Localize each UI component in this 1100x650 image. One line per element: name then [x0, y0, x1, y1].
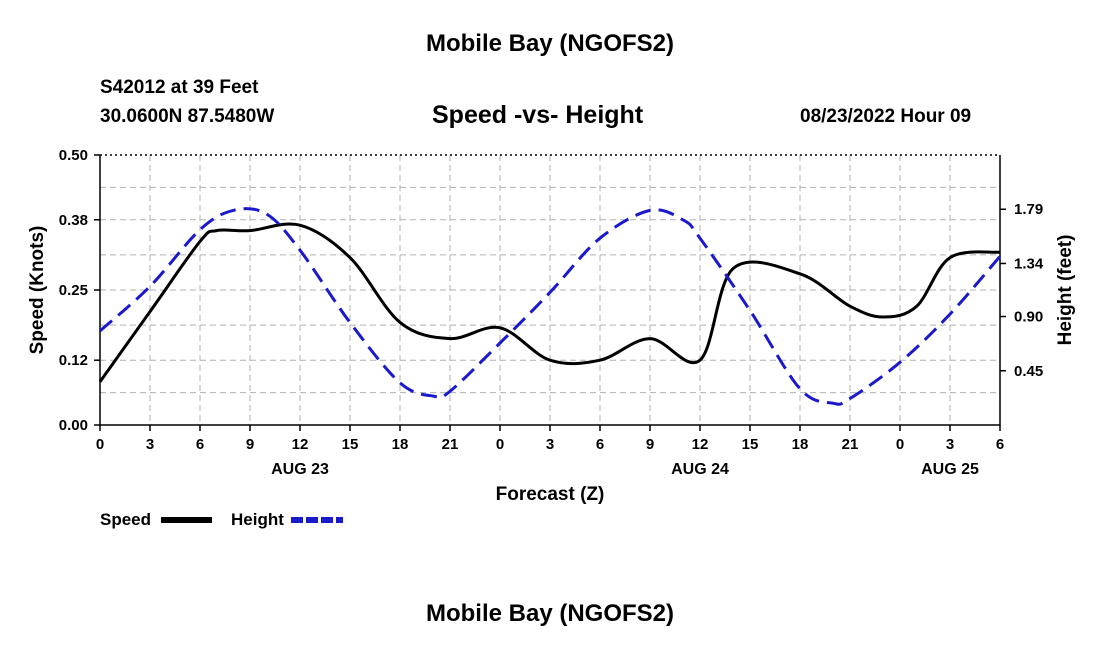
y-left-axis-title: Speed (Knots)	[27, 226, 48, 355]
height-series-line	[98, 207, 1002, 406]
x-tick-label: 6	[196, 436, 204, 453]
x-tick-label: 12	[692, 436, 709, 453]
y-left-tick-label: 0.50	[59, 147, 88, 164]
chart-title: Mobile Bay (NGOFS2)	[425, 30, 675, 57]
x-tick-label: 6	[996, 436, 1004, 453]
y-right-tick-label: 0.90	[1014, 309, 1043, 326]
forecast-datetime: 08/23/2022 Hour 09	[800, 106, 972, 127]
x-tick-label: 0	[496, 436, 504, 453]
x-tick-label: 15	[742, 436, 759, 453]
legend-speed-label: Speed	[100, 510, 152, 529]
date-label: AUG 23	[271, 461, 329, 478]
speed-series-line	[98, 222, 1001, 383]
x-tick-label: 9	[246, 436, 254, 453]
y-right-tick-label: 1.34	[1014, 255, 1044, 272]
chart-subtitle: Speed -vs- Height	[432, 101, 644, 129]
x-tick-label: 15	[342, 436, 359, 453]
y-left-tick-label: 0.00	[59, 417, 88, 434]
x-tick-label: 0	[896, 436, 904, 453]
x-tick-label: 18	[792, 436, 809, 453]
station-label: S42012 at 39 Feet	[100, 77, 259, 98]
y-left-tick-label: 0.38	[59, 212, 88, 229]
y-right-axis-title: Height (feet)	[1055, 235, 1076, 346]
x-tick-label: 3	[946, 436, 954, 453]
legend-height-label: Height	[231, 510, 284, 529]
x-tick-label: 12	[292, 436, 309, 453]
date-label: AUG 24	[671, 461, 729, 478]
y-left-tick-label: 0.12	[59, 352, 88, 369]
x-tick-label: 0	[96, 436, 104, 453]
x-tick-label: 21	[442, 436, 459, 453]
y-left-tick-label: 0.25	[59, 282, 88, 299]
x-axis-title: Forecast (Z)	[496, 484, 605, 505]
y-right-tick-label: 1.79	[1014, 201, 1043, 218]
x-tick-label: 3	[146, 436, 154, 453]
x-tick-label: 9	[646, 436, 654, 453]
x-tick-label: 18	[392, 436, 409, 453]
x-tick-label: 3	[546, 436, 554, 453]
x-tick-label: 6	[596, 436, 604, 453]
footer-title: Mobile Bay (NGOFS2)	[425, 600, 675, 627]
y-right-tick-label: 0.45	[1014, 363, 1043, 380]
date-label: AUG 25	[921, 461, 979, 478]
x-tick-label: 21	[842, 436, 859, 453]
coordinates-label: 30.0600N 87.5480W	[100, 106, 275, 127]
